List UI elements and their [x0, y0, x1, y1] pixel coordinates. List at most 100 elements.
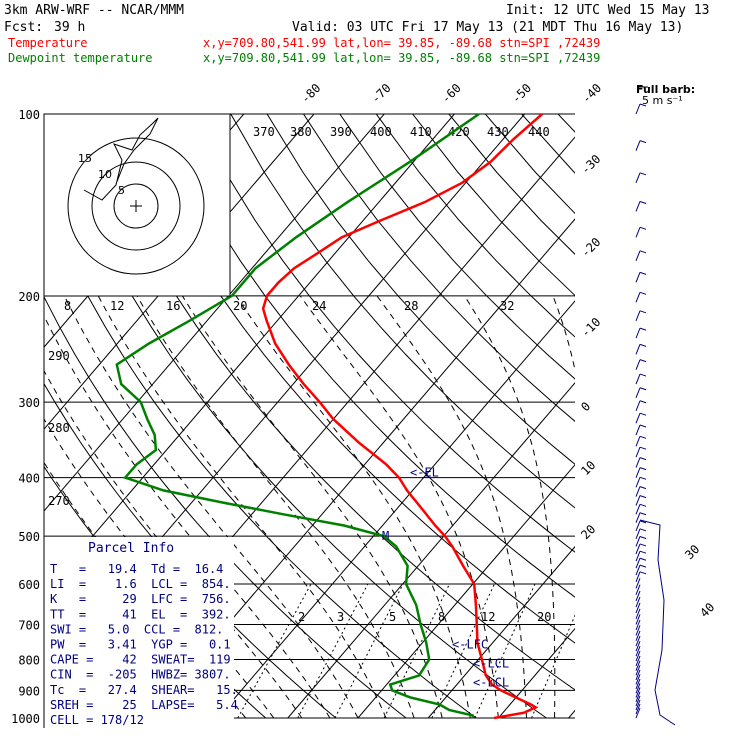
isotherm-label: -80	[298, 81, 323, 106]
wind-barb-staff	[635, 359, 641, 370]
wind-barb-staff	[635, 447, 641, 458]
theta-label: 430	[487, 125, 509, 139]
isobars: 100 200 300 400 500 600 700 800 900 1000	[11, 108, 575, 726]
isotherm-label: 10	[578, 458, 598, 478]
wind-barb-staff	[635, 665, 641, 676]
wind-barb-flag	[639, 550, 647, 554]
wind-barb-staff	[635, 536, 641, 547]
wind-barb-staff	[635, 608, 641, 619]
wind-barb-staff	[635, 619, 641, 631]
wind-legend-units: 5 m s⁻¹	[642, 94, 683, 107]
legend-dewpoint-info: x,y=709.80,541.99 lat,lon= 39.85, -89.68…	[203, 51, 600, 65]
wind-barb-staff	[635, 457, 641, 468]
level-marker-label: <-LFC	[452, 638, 488, 652]
wind-barb-staff	[635, 520, 641, 532]
isobar-label: 300	[18, 396, 40, 410]
dry-adiabat-line	[303, 114, 575, 422]
moist-adiabat-label: 32	[500, 299, 514, 313]
wind-barb-staff	[635, 558, 641, 569]
wind-barb-staff	[635, 635, 641, 647]
wind-barb-staff	[635, 103, 641, 115]
isobar-label: 900	[18, 684, 40, 698]
parcel-info-row: PW = 3.41 YGP = 0.1	[50, 638, 231, 652]
wind-barb-flag	[639, 543, 647, 547]
wind-barb-staff	[635, 691, 641, 702]
moist-adiabat-label: 12	[110, 299, 124, 313]
mixing-ratio-label: 3	[337, 610, 344, 624]
isotherm-label: -20	[578, 235, 603, 260]
parcel-info-row: CIN = -205 HWBZ= 3807.	[50, 668, 231, 682]
wind-barb-staff	[635, 486, 641, 497]
level-marker-label: <-LCL	[473, 676, 509, 690]
wind-barb-staff	[635, 584, 641, 595]
hodograph-ring-label-10: 10	[98, 168, 112, 181]
theta-label: 410	[410, 125, 432, 139]
wind-barb-flag	[639, 387, 647, 391]
isotherm-label: -60	[439, 81, 464, 106]
legend-temperature-info: x,y=709.80,541.99 lat,lon= 39.85, -89.68…	[203, 36, 600, 50]
wind-barb-staff	[635, 630, 641, 641]
dry-adiabat-line	[412, 114, 575, 297]
mixing-ratio-line	[334, 583, 404, 719]
dry-adiabat-line	[484, 114, 575, 215]
fcst-label: Fcst:	[4, 20, 43, 35]
wind-barb-flag	[639, 467, 647, 471]
dry-adiabat-line	[631, 114, 740, 718]
wind-barb-flag	[639, 400, 647, 404]
wind-barb-flag	[639, 564, 647, 568]
isotherm-label: -70	[368, 81, 393, 106]
wind-barb-staff	[635, 292, 641, 303]
wind-barb-staff	[635, 172, 641, 184]
dry-adiabat-line	[157, 114, 575, 598]
wind-barb-staff	[635, 695, 641, 707]
theta-label: 270	[48, 494, 70, 508]
model-title: 3km ARW-WRF -- NCAR/MMM	[4, 3, 184, 18]
wind-barb-flag	[639, 486, 647, 490]
dry-adiabat-line	[448, 114, 575, 255]
moist-adiabat-line	[611, 296, 635, 718]
parcel-info-row: SREH = 25 LAPSE= 5.4	[50, 698, 238, 712]
parcel-info-background	[44, 537, 234, 728]
wind-barb-staff	[635, 543, 641, 555]
wind-barb-column: Full barb: 5 m s⁻¹	[635, 83, 695, 726]
legend-temperature-name: Temperature	[8, 36, 87, 50]
wind-barb-staff	[635, 412, 641, 424]
theta-label: 420	[448, 125, 470, 139]
isotherm-line	[44, 114, 385, 512]
moist-adiabat-label: 16	[166, 299, 180, 313]
wind-barb-flag	[639, 435, 647, 439]
wind-barb-flag	[639, 512, 647, 516]
temperature-profile	[261, 114, 544, 720]
fcst-value: 39 h	[54, 20, 85, 35]
parcel-info-row: CELL = 178/12	[50, 713, 144, 727]
isotherm-label: -10	[578, 315, 603, 340]
wind-barb-flag	[639, 140, 647, 144]
isotherm-line	[568, 709, 575, 719]
theta-label: 280	[48, 421, 70, 435]
wind-profile-trace	[639, 519, 676, 726]
isotherm-label: -30	[578, 152, 603, 177]
level-markers: <-EL M <-LFC <-LCL <-LCL	[382, 465, 509, 689]
dewpoint-profile	[115, 114, 480, 719]
moist-adiabat-line	[235, 295, 471, 719]
wind-barb-staff	[635, 703, 641, 715]
isotherm-line	[44, 114, 455, 594]
isotherm-line	[427, 545, 575, 719]
isotherm-line	[709, 114, 740, 718]
isotherm-line	[287, 382, 575, 719]
wind-legend-title: Full barb:	[636, 83, 695, 96]
wind-barb-staff	[635, 272, 641, 283]
wind-barb-staff	[635, 512, 641, 523]
isobar-label: 1000	[11, 712, 40, 726]
wind-barb-staff	[635, 201, 641, 212]
hodograph-ring-15	[67, 137, 205, 275]
moist-adiabat-label: 28	[404, 299, 418, 313]
wind-barb-staff	[635, 477, 641, 488]
wind-barb-flag	[639, 571, 647, 575]
wind-barb-staff	[635, 590, 641, 602]
wind-barb-staff	[635, 344, 641, 355]
hodograph-ring-label-15: 15	[78, 152, 92, 165]
isotherm-label: 20	[578, 522, 598, 542]
wind-barb-staff	[635, 373, 641, 385]
dry-adiabat-line	[84, 114, 575, 691]
